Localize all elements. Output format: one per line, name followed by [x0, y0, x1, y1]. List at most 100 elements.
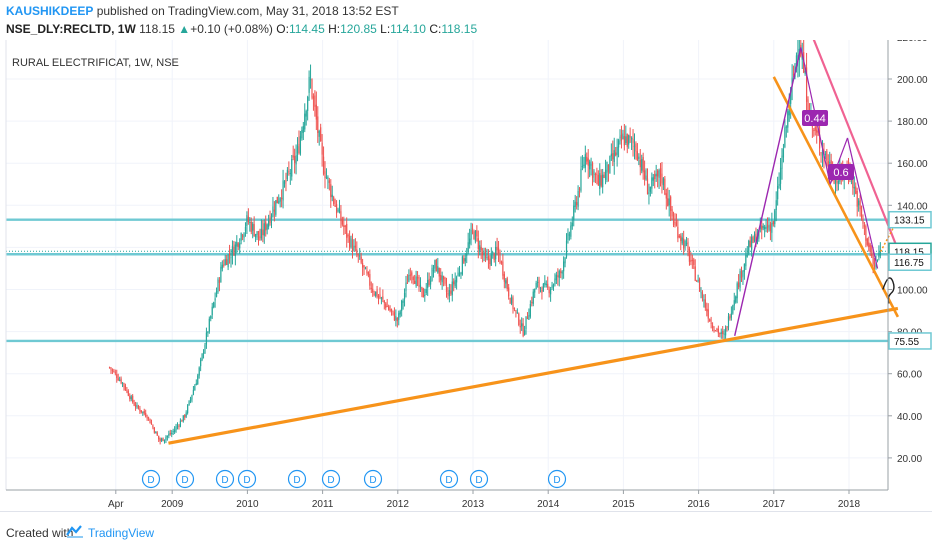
candle-body: [814, 126, 816, 131]
y-tick-label: 40.00: [897, 412, 922, 423]
candle-body: [315, 104, 317, 120]
candle-body: [239, 243, 241, 249]
candle-body: [123, 383, 125, 387]
candle-body: [499, 251, 501, 264]
candle-body: [412, 276, 414, 281]
dividend-marker[interactable]: D: [469, 469, 489, 489]
fib-badge-044[interactable]: 0.44: [802, 110, 828, 126]
candle-body: [411, 272, 413, 276]
dividend-marker[interactable]: D: [215, 469, 235, 489]
candle-body: [665, 193, 667, 199]
candle-body: [165, 437, 167, 440]
dividend-marker[interactable]: D: [547, 469, 567, 489]
up-arrow-icon: ▲: [178, 22, 191, 36]
candle-body: [312, 96, 315, 99]
candle-body: [505, 280, 507, 284]
candle-body: [701, 292, 704, 299]
price-chart[interactable]: 0.44 0.6 D D D D D D D D D D 220.00 200.00 180.00 160…: [0, 40, 932, 510]
candle-body: [169, 433, 171, 435]
candle-body: [268, 220, 270, 227]
candle-body: [111, 369, 114, 371]
tradingview-brand[interactable]: TradingView: [88, 526, 155, 540]
candle-body: [567, 233, 569, 240]
candle-body: [827, 161, 829, 166]
falling-channel-lower[interactable]: [772, 76, 900, 318]
time-axis[interactable]: Apr 2009 2010 2011 2012 2013 2014 2015 2016 2017 2…: [108, 490, 861, 510]
candle-body: [878, 252, 880, 258]
candle-body: [421, 287, 423, 290]
candle-body: [350, 238, 352, 248]
candle-body: [596, 173, 598, 175]
candle-body: [240, 233, 242, 241]
candle-body: [807, 99, 809, 113]
candle-body: [396, 317, 398, 322]
x-tick-label: 2016: [687, 499, 710, 510]
dividend-marker[interactable]: D: [287, 469, 307, 489]
candle-body: [302, 126, 304, 133]
dividend-marker[interactable]: D: [141, 469, 161, 489]
candle-body: [563, 261, 565, 272]
candle-body: [146, 417, 148, 419]
svg-text:0.44: 0.44: [804, 113, 825, 125]
candle-body: [477, 238, 479, 250]
falling-channel-upper[interactable]: [808, 40, 899, 250]
candle-body: [479, 245, 481, 252]
candle-body: [717, 328, 719, 334]
candle-body: [440, 275, 442, 281]
candle-body: [208, 318, 210, 332]
candle-body: [740, 271, 743, 278]
open-value: 114.45: [288, 22, 325, 36]
fib-badge-06[interactable]: 0.6: [828, 164, 854, 180]
fib-retrace-line-3[interactable]: [846, 137, 879, 269]
candle-body: [589, 161, 591, 170]
dividend-marker[interactable]: D: [321, 469, 341, 489]
candle-body: [392, 310, 394, 312]
candle-body: [453, 281, 455, 285]
candle-body: [176, 425, 179, 427]
candle-body: [178, 425, 180, 427]
candle-body: [145, 412, 147, 417]
candle-body: [331, 194, 333, 198]
dividend-marker[interactable]: D: [439, 469, 459, 489]
candle-body: [738, 282, 740, 287]
candle-body: [189, 398, 192, 402]
svg-text:0.6: 0.6: [833, 167, 848, 179]
long-term-trendline[interactable]: [168, 306, 899, 445]
candle-body: [139, 408, 141, 412]
candle-body: [762, 226, 764, 229]
candle-body: [532, 291, 534, 304]
candle-body: [645, 175, 647, 180]
candle-body: [751, 236, 753, 250]
y-tick-label: 180.00: [897, 117, 928, 128]
tradingview-logo-icon[interactable]: [66, 523, 84, 539]
candle-body: [709, 319, 711, 322]
candle-body: [134, 405, 137, 408]
candle-body: [463, 258, 465, 264]
dividend-marker[interactable]: D: [237, 469, 257, 489]
candle-body: [386, 306, 388, 308]
candle-body: [482, 252, 484, 256]
candle-body: [281, 197, 283, 200]
candle-body: [869, 244, 871, 252]
candle-body: [288, 171, 290, 173]
candle-body: [305, 111, 307, 117]
author-name[interactable]: KAUSHIKDEEP: [6, 4, 94, 18]
dividend-marker[interactable]: D: [363, 469, 383, 489]
candle-body: [497, 247, 500, 253]
svg-text:133.15: 133.15: [894, 216, 925, 227]
created-with-label: Created with: [6, 526, 74, 540]
candle-body: [547, 283, 549, 288]
candle-body: [593, 171, 595, 175]
candle-body: [182, 415, 184, 422]
dividend-marker[interactable]: D: [175, 469, 195, 489]
candle-body: [690, 259, 692, 262]
svg-text:D: D: [221, 475, 228, 486]
candle-body: [226, 259, 228, 266]
candle-body: [513, 308, 516, 310]
candle-body: [771, 223, 773, 233]
candle-body: [688, 248, 691, 262]
fib-impulse-line[interactable]: [734, 47, 802, 336]
candle-body: [531, 302, 533, 304]
candle-body: [685, 242, 688, 244]
